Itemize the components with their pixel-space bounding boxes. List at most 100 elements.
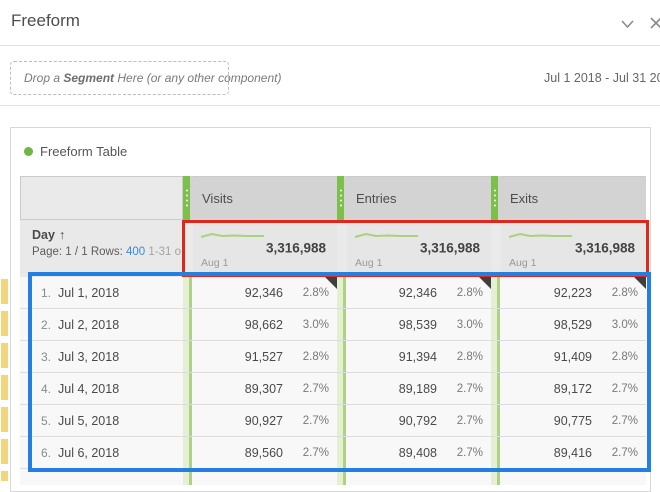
row-label[interactable]: Jul 6, 2018: [58, 445, 120, 460]
metric-percent: 3.0%: [611, 318, 638, 331]
row-label[interactable]: Jul 4, 2018: [58, 381, 120, 396]
total-value: 3,316,988: [265, 239, 326, 255]
metric-cell-exits[interactable]: 98,529 3.0%: [501, 309, 646, 340]
sort-ascending-icon[interactable]: ↑: [58, 228, 66, 242]
column-separator: [337, 405, 347, 436]
metric-cell-visits[interactable]: 91,527 2.8%: [193, 341, 337, 372]
segment-drop-zone[interactable]: Drop a Segment Here (or any other compon…: [10, 61, 281, 95]
column-drag-handle[interactable]: [491, 176, 501, 220]
metric-cell-entries[interactable]: 91,394 2.8%: [347, 341, 491, 372]
column-separator: [337, 469, 347, 485]
metric-cell: [501, 469, 646, 485]
metric-cell-entries[interactable]: 92,346 2.8%: [347, 277, 491, 308]
metric-cell-visits[interactable]: 89,307 2.7%: [193, 373, 337, 404]
totals-row: Day ↑ Page: 1 / 1 Rows: 400 1-31 o Aug 1 …: [20, 220, 646, 277]
row-header-cell[interactable]: 5. Jul 5, 2018: [20, 405, 183, 436]
row-header-cell[interactable]: 4. Jul 4, 2018: [20, 373, 183, 404]
column-drag-handle[interactable]: [183, 176, 193, 220]
metric-cell-entries[interactable]: 89,408 2.7%: [347, 437, 491, 468]
table-row[interactable]: 2. Jul 2, 2018 98,662 3.0% 98,539 3.0% 9…: [1, 309, 646, 341]
column-separator: [491, 341, 501, 372]
column-header-visits[interactable]: Visits: [193, 176, 337, 220]
metric-cell-visits[interactable]: 98,662 3.0%: [193, 309, 337, 340]
column-separator: [183, 469, 193, 485]
column-header-exits[interactable]: Exits: [501, 176, 646, 220]
row-selected-indicator: [1, 471, 8, 481]
row-label[interactable]: Jul 1, 2018: [58, 285, 120, 300]
sparkline-label: Aug 1: [509, 257, 537, 269]
metric-value: 98,539: [398, 317, 437, 332]
column-drag-handle[interactable]: [337, 176, 347, 220]
metric-cell-visits[interactable]: 92,346 2.8%: [193, 277, 337, 308]
row-index: 6.: [41, 445, 52, 460]
total-cell-exits[interactable]: Aug 1 3,316,988: [501, 220, 646, 277]
dimension-label: Day: [32, 228, 55, 242]
metric-cell-exits[interactable]: 91,409 2.8%: [501, 341, 646, 372]
table-row[interactable]: 1. Jul 1, 2018 92,346 2.8% 92,346 2.8% 9…: [1, 277, 646, 309]
table-row-partial[interactable]: [1, 469, 646, 485]
metric-percent: 2.7%: [611, 414, 638, 427]
metric-value: 91,409: [553, 349, 592, 364]
row-selected-indicator: [1, 311, 8, 336]
metric-value: 90,792: [398, 413, 437, 428]
metric-percent: 3.0%: [456, 318, 483, 331]
row-index: 5.: [41, 413, 52, 428]
metric-cell-exits[interactable]: 89,172 2.7%: [501, 373, 646, 404]
metric-cell-visits[interactable]: 90,927 2.7%: [193, 405, 337, 436]
column-separator: [337, 437, 347, 468]
column-separator: [183, 277, 193, 308]
metric-value: 92,346: [244, 285, 283, 300]
chevron-down-icon[interactable]: [620, 16, 635, 34]
table-row[interactable]: 6. Jul 6, 2018 89,560 2.7% 89,408 2.7% 8…: [1, 437, 646, 469]
metric-cell-entries[interactable]: 90,792 2.7%: [347, 405, 491, 436]
header-divider: [0, 45, 660, 46]
metric-value: 89,408: [398, 445, 437, 460]
total-value: 3,316,988: [574, 239, 635, 255]
metric-percent: 2.7%: [302, 446, 329, 459]
table-body: 1. Jul 1, 2018 92,346 2.8% 92,346 2.8% 9…: [1, 277, 646, 469]
metric-cell-exits[interactable]: 89,416 2.7%: [501, 437, 646, 468]
rows-count-link[interactable]: 400: [125, 246, 146, 258]
column-separator: [337, 309, 347, 340]
total-cell-entries[interactable]: Aug 1 3,316,988: [347, 220, 491, 277]
total-cell-visits[interactable]: Aug 1 3,316,988: [193, 220, 337, 277]
row-label[interactable]: Jul 5, 2018: [58, 413, 120, 428]
metric-value: 92,346: [398, 285, 437, 300]
column-separator: [491, 309, 501, 340]
table-row[interactable]: 5. Jul 5, 2018 90,927 2.7% 90,792 2.7% 9…: [1, 405, 646, 437]
column-header-entries[interactable]: Entries: [347, 176, 491, 220]
metric-cell-entries[interactable]: 89,189 2.7%: [347, 373, 491, 404]
row-label[interactable]: Jul 3, 2018: [58, 349, 120, 364]
row-header-cell[interactable]: 2. Jul 2, 2018: [20, 309, 183, 340]
date-range[interactable]: Jul 1 2018 - Jul 31 2018: [544, 71, 660, 85]
column-separator: [183, 405, 193, 436]
annotation-corner-icon: [634, 277, 646, 289]
row-selected-indicator: [1, 375, 8, 400]
column-separator: [337, 277, 347, 308]
column-header-row: Visits Entries Exits: [20, 176, 646, 220]
column-separator: [183, 437, 193, 468]
metric-percent: 2.7%: [611, 446, 638, 459]
visualization-color-dot-icon: [24, 147, 33, 156]
column-separator: [491, 373, 501, 404]
row-header-cell[interactable]: 1. Jul 1, 2018: [20, 277, 183, 308]
dimension-header-cell[interactable]: Day ↑ Page: 1 / 1 Rows: 400 1-31 o: [20, 220, 183, 277]
annotation-corner-icon: [325, 277, 337, 289]
metric-cell-entries[interactable]: 98,539 3.0%: [347, 309, 491, 340]
row-index: 4.: [41, 381, 52, 396]
metric-cell-visits[interactable]: 89,560 2.7%: [193, 437, 337, 468]
close-icon[interactable]: [649, 16, 660, 34]
panel-title: Freeform: [11, 11, 80, 30]
metric-percent: 2.7%: [302, 414, 329, 427]
row-header-cell[interactable]: 3. Jul 3, 2018: [20, 341, 183, 372]
table-row[interactable]: 4. Jul 4, 2018 89,307 2.7% 89,189 2.7% 8…: [1, 373, 646, 405]
metric-percent: 2.7%: [456, 446, 483, 459]
metric-cell-exits[interactable]: 90,775 2.7%: [501, 405, 646, 436]
metric-cell-exits[interactable]: 92,223 2.8%: [501, 277, 646, 308]
column-separator: [337, 373, 347, 404]
metric-value: 89,416: [553, 445, 592, 460]
table-row[interactable]: 3. Jul 3, 2018 91,527 2.8% 91,394 2.8% 9…: [1, 341, 646, 373]
row-header-cell[interactable]: 6. Jul 6, 2018: [20, 437, 183, 468]
row-selected-indicator: [1, 439, 8, 464]
row-label[interactable]: Jul 2, 2018: [58, 317, 120, 332]
